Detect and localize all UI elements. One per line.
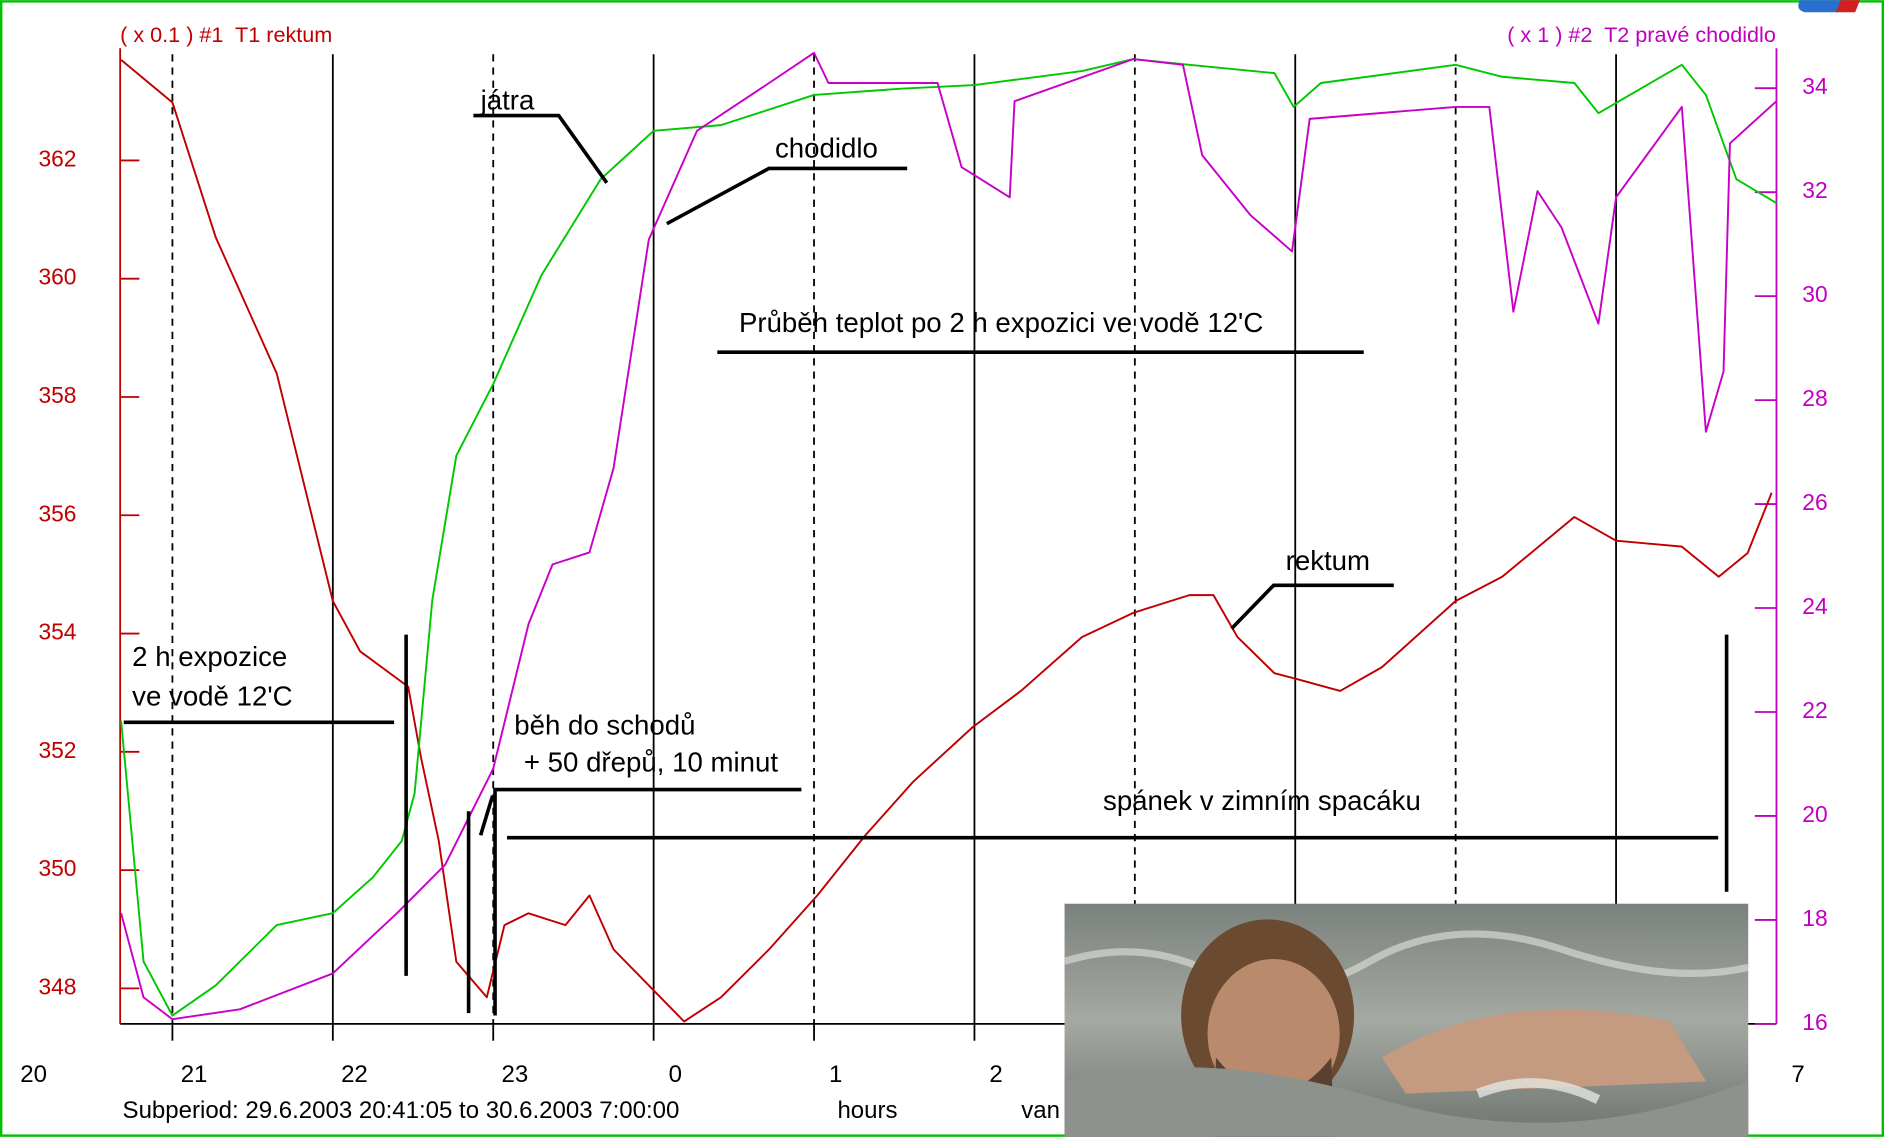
x-tick-label: 22 — [341, 1061, 368, 1088]
annotation: ve vodě 12'C — [132, 681, 292, 712]
y-tick-label: 356 — [38, 500, 76, 526]
photo — [1063, 903, 1750, 1137]
x-tick-label: 7 — [1791, 1061, 1804, 1088]
leader-line — [1230, 583, 1394, 630]
y2-tick-label: 16 — [1802, 1009, 1827, 1035]
caption: Subperiod: 29.6.2003 20:41:05 to 30.6.20… — [123, 1097, 680, 1124]
annotation: běh do schodů — [514, 709, 695, 740]
y-tick-label: 352 — [38, 737, 76, 763]
data-line — [120, 51, 1778, 1021]
x-axis-label: hours — [837, 1097, 897, 1124]
y-tick-label: 360 — [38, 264, 76, 290]
y-tick-label: 348 — [38, 973, 76, 999]
y2-tick-label: 22 — [1802, 697, 1827, 723]
x-tick-label: 23 — [501, 1061, 528, 1088]
annotation: rektum — [1286, 545, 1370, 576]
y-tick-label: 354 — [38, 619, 76, 645]
data-line — [120, 58, 1777, 1017]
marker-line — [478, 795, 495, 836]
y2-tick-label: 26 — [1802, 489, 1827, 515]
leader-line — [473, 113, 609, 184]
annotation: játra — [480, 85, 535, 116]
y-axis-label: ( x 0.1 ) #1 T1 rektum — [120, 22, 332, 47]
x-tick-label: 0 — [669, 1061, 682, 1088]
annotation: + 50 dřepů, 10 minut — [524, 747, 778, 778]
annotation: van — [1021, 1097, 1060, 1124]
x-tick-label: 20 — [20, 1061, 47, 1088]
x-tick-label: 2 — [989, 1061, 1002, 1088]
annotation: spánek v zimním spacáku — [1103, 785, 1421, 816]
marker-line — [493, 787, 802, 1016]
y2-tick-label: 20 — [1802, 801, 1827, 827]
x-tick-label: 21 — [181, 1061, 208, 1088]
y2-tick-label: 34 — [1802, 73, 1828, 99]
y2-tick-label: 32 — [1802, 177, 1827, 203]
annotation: chodidlo — [775, 133, 878, 164]
plot-area: 2021222301234567348350352354356358360362… — [20, 48, 1828, 1088]
y2-tick-label: 28 — [1802, 385, 1827, 411]
x-tick-label: 1 — [829, 1061, 842, 1088]
y2-tick-label: 18 — [1802, 905, 1827, 931]
logo — [1798, 0, 1860, 13]
annotation: 2 h expozice — [132, 641, 287, 672]
annotations: Průběh teplot po 2 h expozici ve vodě 12… — [120, 22, 1776, 1124]
chart-title: Průběh teplot po 2 h expozici ve vodě 12… — [739, 307, 1263, 338]
y2-axis-label: ( x 1 ) #2 T2 pravé chodidlo — [1507, 22, 1776, 47]
y2-tick-label: 24 — [1802, 593, 1828, 619]
leader-line — [665, 166, 908, 226]
y-tick-label: 362 — [38, 145, 76, 171]
y-tick-label: 358 — [38, 382, 76, 408]
y-tick-label: 350 — [38, 855, 76, 881]
y2-tick-label: 30 — [1802, 281, 1827, 307]
